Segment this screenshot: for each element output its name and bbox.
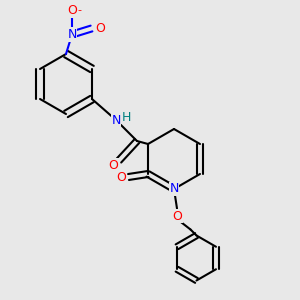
- Text: O: O: [172, 209, 182, 223]
- Text: -: -: [77, 5, 82, 16]
- Text: O: O: [67, 4, 77, 17]
- Text: O: O: [108, 158, 118, 172]
- Text: H: H: [122, 110, 131, 124]
- Text: N: N: [67, 28, 77, 41]
- Text: N: N: [111, 113, 121, 127]
- Text: O: O: [95, 22, 105, 35]
- Text: N: N: [169, 182, 179, 196]
- Text: O: O: [116, 170, 126, 184]
